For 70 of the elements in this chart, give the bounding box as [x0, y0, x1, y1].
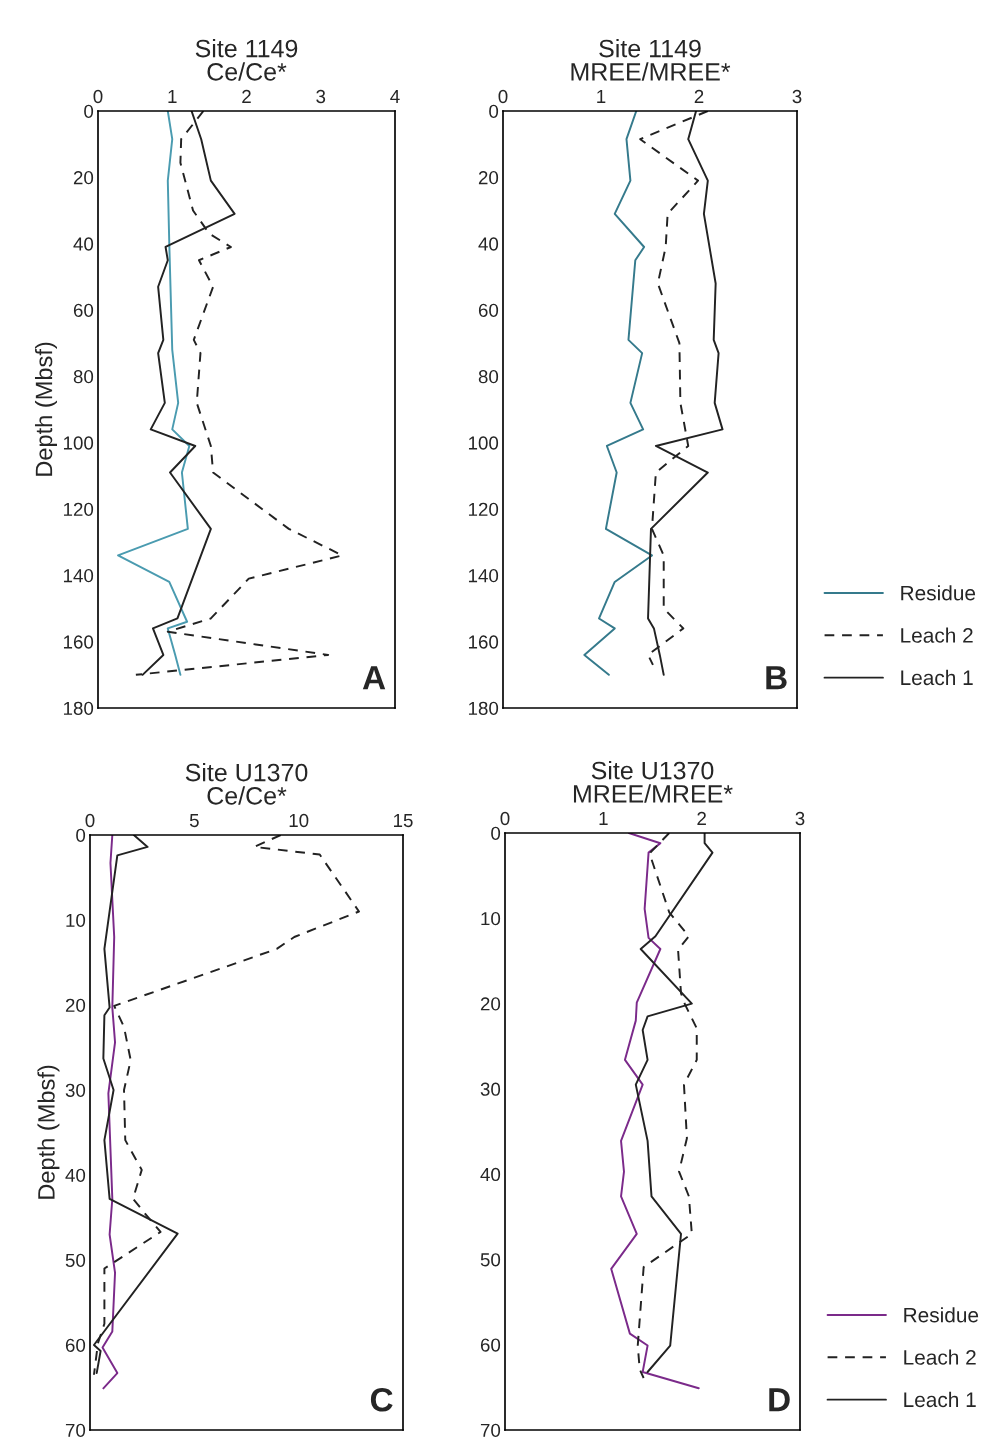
- y-tick-label: 160: [468, 635, 499, 649]
- annotation: C: [370, 1387, 393, 1412]
- legend-label: Leach 2: [901, 627, 973, 643]
- y-tick-label: 80: [73, 370, 94, 384]
- y-tick-label: 20: [73, 171, 94, 185]
- legend-label: Leach 1: [904, 1391, 976, 1408]
- legend-label: Leach 1: [901, 669, 973, 686]
- y-tick-label: 0: [76, 828, 86, 842]
- y-tick-label: 20: [480, 997, 501, 1011]
- y-tick-label: 30: [65, 1083, 86, 1097]
- line-series: [610, 833, 700, 1390]
- y-tick-label: 50: [480, 1253, 501, 1267]
- y-tick-label: 180: [63, 701, 94, 715]
- x-tick-label: 5: [189, 814, 199, 828]
- y-tick-label: 160: [63, 635, 94, 649]
- y-tick-label: 70: [480, 1423, 501, 1437]
- legend-label: Residue: [904, 1307, 979, 1323]
- annotation: A: [362, 666, 386, 690]
- y-tick-label: 10: [481, 911, 501, 926]
- y-tick-label: 20: [478, 171, 499, 185]
- x-tick-label: 2: [694, 89, 704, 103]
- legend-label: Leach 2: [904, 1349, 976, 1365]
- y-tick-label: 40: [478, 237, 499, 251]
- y-tick-label: 40: [480, 1167, 501, 1182]
- chart-title: Site U1370 MREE/MREE*: [573, 761, 733, 803]
- chart-title: Site 1149 Ce/Ce*: [195, 39, 298, 81]
- y-tick-label: 140: [468, 569, 499, 583]
- x-tick-label: 1: [597, 90, 606, 103]
- y-tick-label: 60: [478, 303, 499, 317]
- y-tick-label: 100: [63, 436, 94, 450]
- annotation: D: [769, 1388, 790, 1412]
- y-tick-label: 80: [478, 370, 499, 384]
- y-tick-label: 180: [468, 701, 499, 715]
- x-tick-label: 2: [242, 89, 251, 103]
- y-tick-label: 0: [84, 104, 94, 118]
- x-tick-label: 2: [697, 811, 706, 825]
- y-axis-title: Depth (Mbsf): [34, 342, 57, 476]
- y-tick-label: 20: [65, 998, 86, 1012]
- annotation: B: [766, 666, 787, 690]
- legend-label: Residue: [901, 585, 976, 601]
- y-tick-label: 30: [480, 1082, 501, 1096]
- x-tick-label: 15: [394, 814, 413, 828]
- y-tick-label: 0: [489, 104, 499, 118]
- x-tick-label: 1: [599, 812, 608, 825]
- y-tick-label: 10: [66, 913, 86, 927]
- line-series: [583, 111, 653, 676]
- y-axis-title: Depth (Mbsf): [37, 1065, 60, 1199]
- x-tick-label: 4: [390, 90, 400, 103]
- x-tick-label: 10: [289, 813, 309, 828]
- y-tick-label: 140: [63, 569, 94, 583]
- y-tick-label: 40: [73, 237, 94, 251]
- y-tick-label: 40: [65, 1168, 86, 1182]
- y-tick-label: 120: [63, 502, 94, 516]
- y-tick-label: 60: [65, 1338, 86, 1352]
- line-series: [92, 835, 360, 1376]
- y-tick-label: 70: [65, 1423, 86, 1437]
- y-tick-label: 100: [468, 436, 499, 450]
- x-tick-label: 3: [792, 89, 802, 104]
- y-tick-label: 50: [65, 1253, 86, 1267]
- x-tick-label: 3: [316, 89, 326, 104]
- x-tick-label: 3: [795, 811, 805, 826]
- line-series: [101, 835, 119, 1390]
- x-tick-label: 1: [168, 90, 177, 103]
- y-tick-label: 60: [480, 1338, 501, 1352]
- chart-title: Site U1370 Ce/Ce*: [185, 763, 308, 805]
- line-series: [117, 111, 191, 676]
- y-tick-label: 0: [491, 826, 501, 840]
- y-tick-label: 60: [73, 303, 94, 317]
- chart-title: Site 1149 MREE/MREE*: [571, 39, 731, 81]
- y-tick-label: 120: [468, 502, 499, 516]
